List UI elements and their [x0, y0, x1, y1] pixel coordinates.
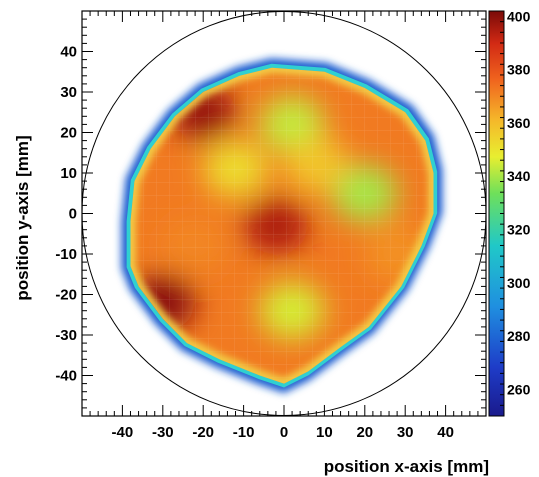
y-tick-label: -20 — [55, 287, 77, 304]
colorbar-tick-label: 400 — [507, 8, 531, 24]
colorbar-axis: 260 280 300 320 340 360 380 400 — [500, 8, 531, 417]
colorbar-tick-label: 340 — [507, 168, 531, 184]
y-tick-label: 10 — [60, 165, 77, 182]
colorbar-tick-label: 380 — [507, 62, 531, 78]
y-axis-title: position y-axis [mm] — [13, 135, 32, 300]
x-tick-label: 40 — [437, 424, 454, 441]
y-tick-label: 30 — [60, 84, 77, 101]
x-tick-label: -20 — [192, 424, 214, 441]
x-tick-label: -10 — [233, 424, 255, 441]
y-tick-label: 20 — [60, 125, 77, 142]
colorbar-tick-label: 300 — [507, 275, 531, 291]
colorbar-tick-label: 280 — [507, 328, 531, 344]
x-tick-label: 30 — [397, 424, 414, 441]
colorbar-tick-label: 320 — [507, 221, 531, 237]
intensity-map — [121, 58, 443, 394]
x-axis: -40 -30 -20 -10 0 10 20 30 40 — [81, 11, 487, 441]
x-tick-label: 10 — [316, 424, 333, 441]
x-tick-label: -30 — [152, 424, 174, 441]
y-tick-label: -10 — [55, 246, 77, 263]
y-tick-label: 40 — [60, 44, 77, 61]
x-tick-label: 0 — [280, 424, 288, 441]
colorbar-tick-label: 260 — [507, 381, 531, 397]
y-tick-label: 0 — [69, 206, 77, 223]
y-tick-label: -30 — [55, 327, 77, 344]
y-axis: -40 -30 -20 -10 0 10 20 30 40 — [55, 10, 486, 417]
x-tick-label: 20 — [356, 424, 373, 441]
y-tick-label: -40 — [55, 368, 77, 385]
x-tick-label: -40 — [112, 424, 134, 441]
colorbar-tick-label: 360 — [507, 115, 531, 131]
x-axis-title: position x-axis [mm] — [324, 457, 489, 476]
